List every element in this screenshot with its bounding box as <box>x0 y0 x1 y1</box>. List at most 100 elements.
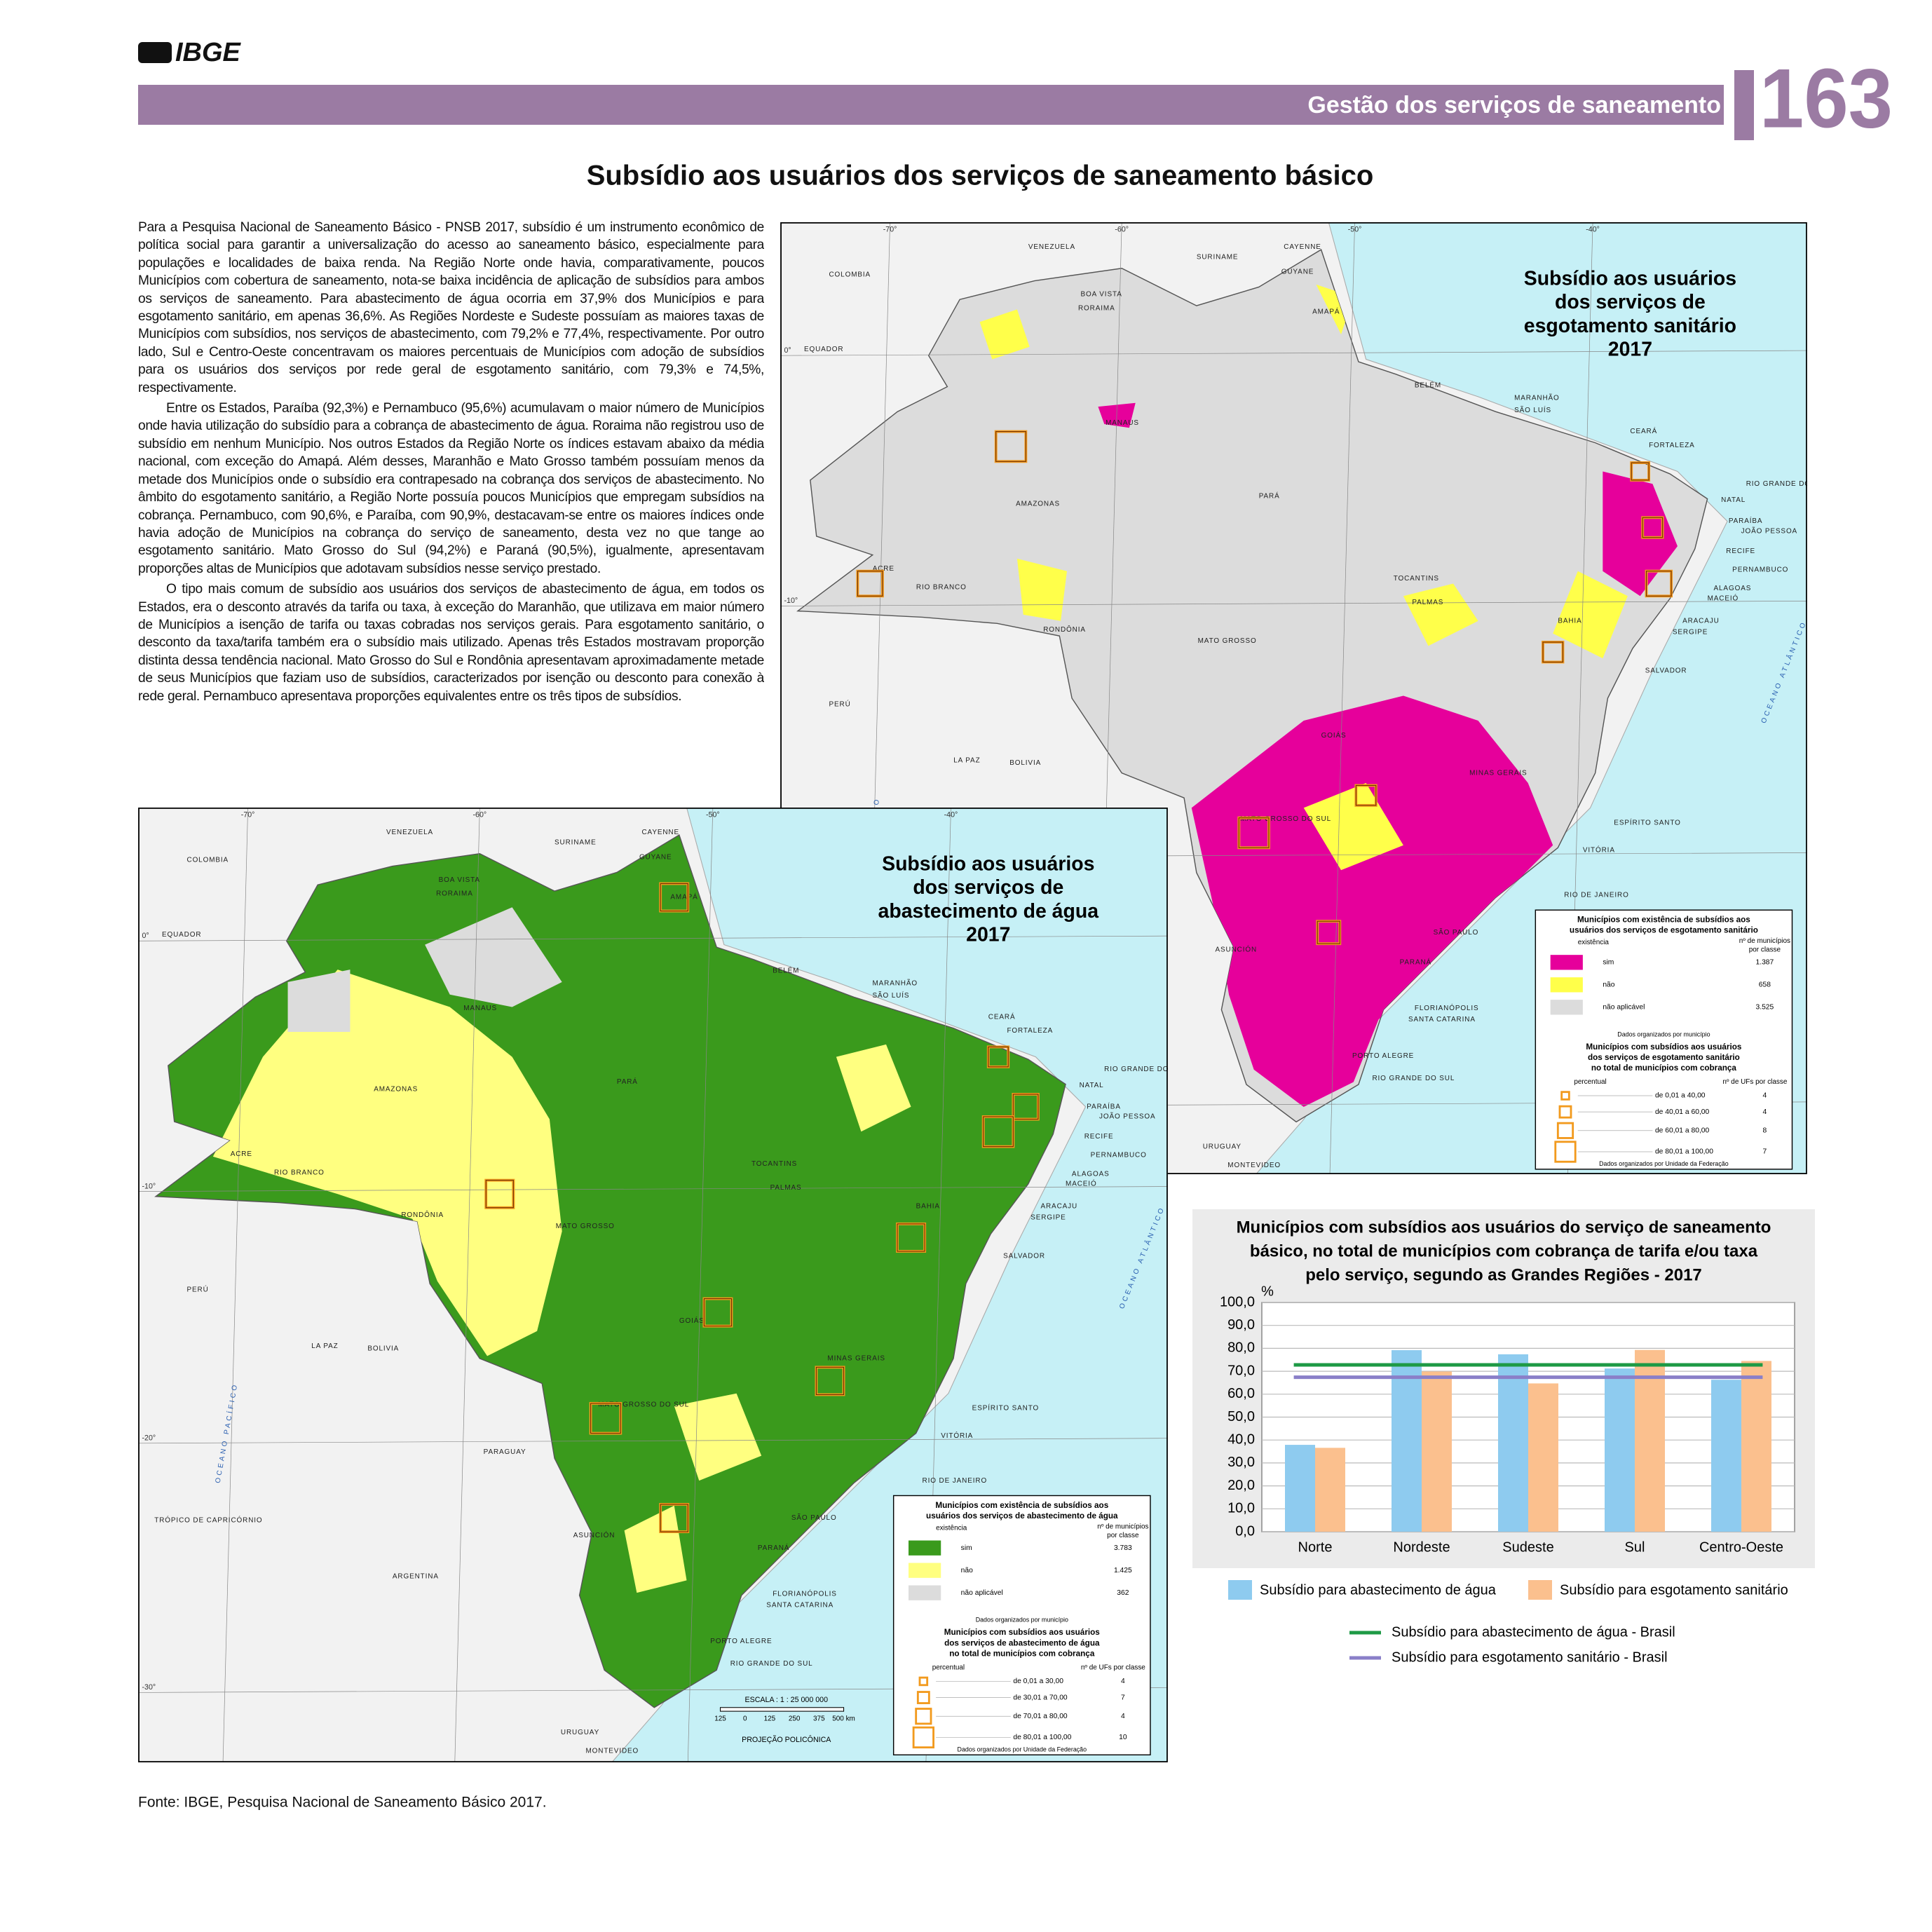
page-number: 163 <box>1760 52 1893 146</box>
place-label: VITÓRIA <box>1583 846 1615 854</box>
place-label: PARAGUAY <box>484 1448 526 1456</box>
legend-count: 7 <box>1763 1148 1767 1156</box>
legend-swatch <box>1528 1580 1552 1600</box>
place-label: RIO DE JANEIRO <box>923 1477 988 1485</box>
legend-label: sim <box>1603 959 1614 967</box>
legend-header: nº de UFs por classe <box>1722 1078 1787 1086</box>
map-frame <box>138 808 1168 1762</box>
place-label: CAYENNE <box>1284 243 1321 251</box>
map-classes <box>212 907 911 1593</box>
place-label: COLOMBIA <box>829 271 871 278</box>
scale-tick: 500 km <box>832 1715 855 1722</box>
place-label: TOCANTINS <box>1394 575 1439 583</box>
symbol-edge <box>590 1403 621 1434</box>
symbol-edge <box>1238 817 1270 848</box>
chart-title: básico, no total de municípios com cobra… <box>1250 1241 1758 1260</box>
place-label: MARANHÃO <box>872 979 918 987</box>
legend-range: de 70,01 a 80,00 <box>1013 1713 1068 1720</box>
symbol-edge <box>1645 571 1672 597</box>
legend-subtitle: no total de municípios com cobrança <box>1591 1063 1737 1073</box>
map-title: 2017 <box>1608 339 1652 361</box>
graticule-label: -40° <box>1586 225 1600 233</box>
legend-header: nº de municípios <box>1739 937 1790 945</box>
symbol-edge <box>857 571 883 597</box>
class-area <box>212 970 562 1356</box>
x-tick-label: Sudeste <box>1502 1539 1553 1555</box>
place-label: RECIFE <box>1084 1133 1114 1141</box>
place-label: ARACAJU <box>1682 617 1720 625</box>
legend-swatch <box>1550 955 1583 970</box>
place-label: LA PAZ <box>311 1342 338 1350</box>
graticule <box>780 601 1807 606</box>
y-tick-label: 80,0 <box>1227 1340 1255 1356</box>
place-label: FORTALEZA <box>1649 442 1695 449</box>
graticule-label: 0° <box>784 346 791 355</box>
legend-box <box>892 1495 1151 1756</box>
class-area <box>1553 571 1628 659</box>
legend-header: percentual <box>1574 1078 1606 1086</box>
legend-count: 7 <box>1121 1694 1125 1701</box>
graticule-label: -10° <box>784 597 798 605</box>
place-label: AMAPÁ <box>670 894 698 902</box>
place-label: RORAIMA <box>436 890 473 897</box>
place-label: EQUADOR <box>804 346 843 353</box>
map-classes <box>979 284 1678 1108</box>
graticule <box>1329 222 1355 1174</box>
place-label: PARANÁ <box>1400 958 1431 966</box>
source: Fonte: IBGE, Pesquisa Nacional de Saneam… <box>138 1795 547 1811</box>
legend-range: de 0,01 a 40,00 <box>1655 1092 1706 1100</box>
place-label: PORTO ALEGRE <box>1352 1052 1414 1060</box>
place-label: ALAGOAS <box>1714 585 1752 592</box>
place-label: RIO GRANDE DO SUL <box>730 1660 813 1668</box>
legend-symbol <box>912 1726 934 1749</box>
legend-symbol <box>915 1708 932 1725</box>
place-label: COLOMBIA <box>187 856 229 864</box>
legend-label: não aplicável <box>1603 1004 1645 1012</box>
map: -70° -60° -50° -40° 0° -10° -20° -30° VENEZUELA C… <box>138 808 1199 1762</box>
legend-title: usuários dos serviços de esgotamento san… <box>1570 926 1758 935</box>
bar <box>1605 1368 1635 1532</box>
y-tick-label: 0,0 <box>1235 1523 1255 1539</box>
legend-symbol <box>918 1676 929 1687</box>
legend-title: Municípios com existência de subsídios a… <box>935 1501 1108 1510</box>
symbol-edge <box>988 1046 1009 1068</box>
legend-count: 10 <box>1119 1734 1127 1741</box>
place-label: BAHIA <box>1558 617 1581 625</box>
place-label: NATAL <box>1721 496 1746 504</box>
place-label: RIO GRANDE DO NORTE <box>1104 1066 1199 1073</box>
place-label: NATAL <box>1080 1082 1104 1089</box>
graticule-label: 0° <box>142 932 149 940</box>
place-label: BELÉM <box>773 967 799 975</box>
graticule <box>222 808 248 1762</box>
bar <box>1422 1371 1452 1532</box>
place-label: CEARÁ <box>1630 428 1657 435</box>
legend-label: não aplicável <box>961 1589 1003 1597</box>
legend-range: de 30,01 a 70,00 <box>1013 1694 1068 1701</box>
class-area <box>624 1505 687 1593</box>
place-label: PALMAS <box>770 1184 802 1192</box>
graticule-label: -10° <box>142 1182 156 1190</box>
place-label: PERÚ <box>829 701 850 709</box>
place-label: PERNAMBUCO <box>1732 566 1788 574</box>
place-label: PARANÁ <box>758 1544 789 1552</box>
place-label: TOCANTINS <box>751 1160 797 1168</box>
place-label: MACEIÓ <box>1066 1181 1097 1188</box>
place-label: PARAÍBA <box>1729 517 1763 525</box>
y-tick-label: 50,0 <box>1227 1409 1255 1424</box>
legend-header: percentual <box>932 1664 965 1671</box>
map-title: dos serviços de <box>913 876 1063 899</box>
scale-title: ESCALA : 1 : 25 000 000 <box>745 1696 829 1704</box>
y-tick-label: 60,0 <box>1227 1386 1255 1401</box>
bar <box>1392 1350 1422 1532</box>
y-axis-label: % <box>1261 1284 1274 1299</box>
place-label: GOIÁS <box>1321 732 1347 740</box>
place-label: AMAZONAS <box>374 1085 418 1093</box>
chart-title: pelo serviço, segundo as Grandes Regiões… <box>1305 1265 1702 1284</box>
place-label: ARGENTINA <box>393 1573 439 1581</box>
page-title: Subsídio aos usuários dos serviços de sa… <box>587 161 1374 191</box>
legend-count: 4 <box>1763 1108 1767 1116</box>
legend-range: de 80,01 a 100,00 <box>1013 1734 1071 1741</box>
x-tick-label: Norte <box>1298 1539 1333 1555</box>
scale-tick: 0 <box>743 1715 747 1722</box>
